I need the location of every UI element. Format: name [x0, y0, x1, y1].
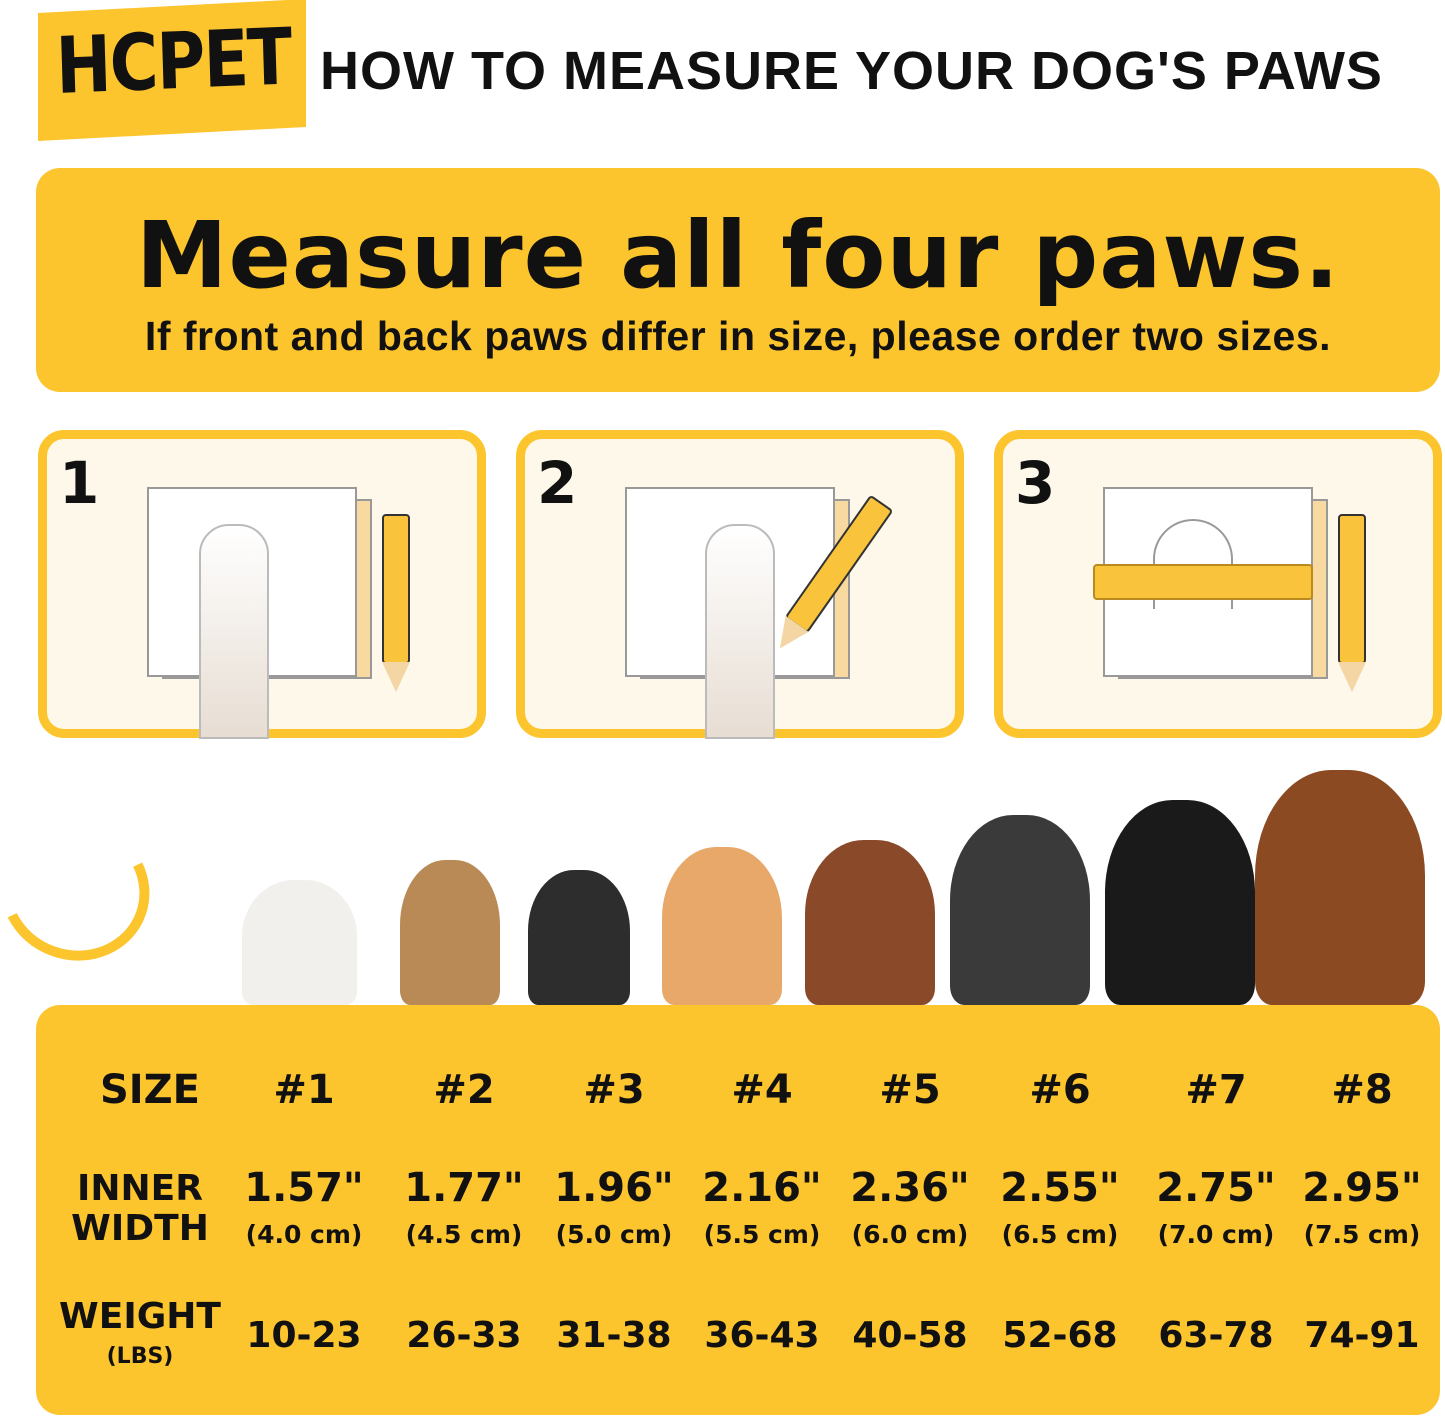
- size-row-label: SIZE: [99, 1067, 201, 1113]
- inner-width-inches: 1.77": [404, 1165, 524, 1211]
- schnauzer-dog-image: [528, 870, 630, 1005]
- inner-width-inches: 2.16": [702, 1165, 822, 1211]
- size-value: #4: [731, 1067, 793, 1113]
- weight-row-label: WEIGHT (LBS): [59, 1297, 221, 1377]
- weight-range: 40-58: [852, 1315, 968, 1356]
- inner-width-inches: 2.55": [1000, 1165, 1120, 1211]
- dog-lineup: [230, 760, 1430, 1005]
- inner-width-inches: 1.96": [554, 1165, 674, 1211]
- dog-paw-icon: [199, 524, 269, 739]
- dog-paw-icon: [705, 524, 775, 739]
- inner-width-cm: (4.5 cm): [405, 1220, 523, 1249]
- inner-width-cm: (5.5 cm): [703, 1220, 821, 1249]
- yorkie-dog-image: [400, 860, 500, 1005]
- size-value: #3: [583, 1067, 645, 1113]
- rottweiler-dog-image: [1105, 800, 1255, 1005]
- weight-unit: (LBS): [106, 1344, 174, 1369]
- inner-width-inches: 2.36": [850, 1165, 970, 1211]
- size-value: #6: [1029, 1067, 1091, 1113]
- weight-range: 52-68: [1002, 1315, 1118, 1356]
- weight-range: 31-38: [556, 1315, 672, 1356]
- size-value: #1: [273, 1067, 335, 1113]
- step-number: 1: [59, 449, 100, 517]
- weight-range: 36-43: [704, 1315, 820, 1356]
- weight-range: 10-23: [246, 1315, 362, 1356]
- size-chart: SIZE INNER WIDTH WEIGHT (LBS) #1 1.57" (4.0 …: [36, 1005, 1440, 1415]
- width-row-label: INNER WIDTH: [71, 1169, 209, 1249]
- pencil-icon: [1338, 514, 1366, 692]
- width-label-line2: WIDTH: [71, 1208, 209, 1249]
- instruction-banner: Measure all four paws. If front and back…: [36, 168, 1440, 392]
- inner-width-cm: (4.0 cm): [245, 1220, 363, 1249]
- australian-shepherd-dog-image: [805, 840, 935, 1005]
- ruler-icon: [1093, 564, 1313, 600]
- width-label-line1: INNER: [77, 1168, 203, 1209]
- inner-width-cm: (6.5 cm): [1001, 1220, 1119, 1249]
- decorative-swoosh-icon: [0, 798, 170, 982]
- size-value: #7: [1185, 1067, 1247, 1113]
- step-2-panel: 2: [516, 430, 964, 739]
- step-number: 3: [1015, 449, 1056, 517]
- size-value: #8: [1331, 1067, 1393, 1113]
- husky-dog-image: [950, 815, 1090, 1005]
- size-value: #5: [879, 1067, 941, 1113]
- pencil-icon: [382, 514, 410, 692]
- step-3-panel: 3: [994, 430, 1442, 738]
- brand-logo: HCPET: [54, 12, 292, 112]
- size-value: #2: [433, 1067, 495, 1113]
- banner-subheading: If front and back paws differ in size, p…: [144, 313, 1332, 359]
- inner-width-inches: 2.95": [1302, 1165, 1422, 1211]
- weight-range: 63-78: [1158, 1315, 1274, 1356]
- inner-width-inches: 1.57": [244, 1165, 364, 1211]
- page-title: HOW TO MEASURE YOUR DOG'S PAWS: [320, 41, 1383, 101]
- weight-range: 26-33: [406, 1315, 522, 1356]
- inner-width-cm: (7.5 cm): [1303, 1220, 1421, 1249]
- saint-bernard-dog-image: [1255, 770, 1425, 1005]
- step-1-panel: 1: [38, 430, 486, 739]
- inner-width-cm: (6.0 cm): [851, 1220, 969, 1249]
- shiba-dog-image: [662, 847, 782, 1005]
- inner-width-inches: 2.75": [1156, 1165, 1276, 1211]
- bichon-dog-image: [242, 880, 357, 1005]
- banner-heading: Measure all four paws.: [135, 202, 1341, 309]
- weight-label: WEIGHT: [59, 1296, 221, 1337]
- inner-width-cm: (7.0 cm): [1157, 1220, 1275, 1249]
- inner-width-cm: (5.0 cm): [555, 1220, 673, 1249]
- weight-range: 74-91: [1304, 1315, 1420, 1356]
- step-number: 2: [537, 449, 578, 517]
